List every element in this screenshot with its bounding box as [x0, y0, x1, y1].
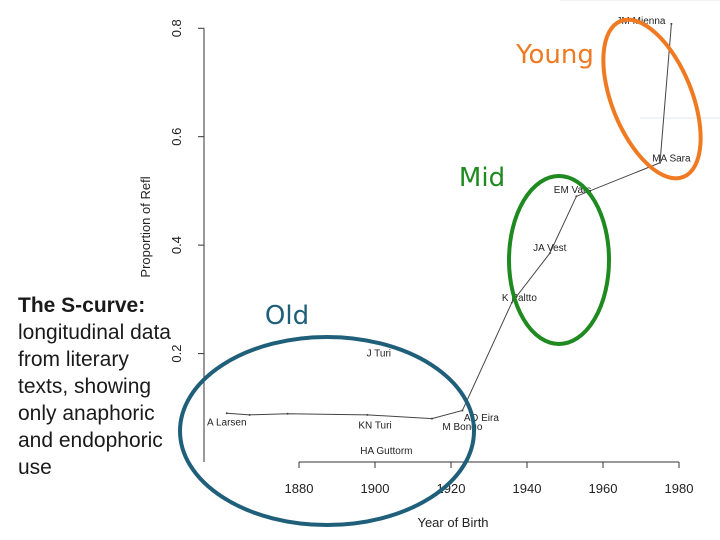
y-axis-title: Proportion of Refl	[138, 176, 153, 277]
data-point	[548, 252, 551, 255]
caption-body: longitudinal data from literary texts, s…	[18, 321, 171, 479]
old-group-ellipse	[178, 335, 476, 527]
young-group-ellipse	[601, 17, 703, 181]
y-tick-label: 0.2	[169, 345, 184, 363]
point-label: K Paltto	[502, 293, 537, 304]
mid-group-label: Mid	[459, 163, 505, 193]
data-point	[225, 412, 228, 415]
data-point	[461, 409, 464, 412]
x-tick-label: 1900	[361, 481, 390, 496]
y-ticks: 0.2 0.4 0.6 0.8	[169, 19, 204, 363]
x-ticks: 1880 1900 1920 1940 1960 1980	[285, 462, 694, 496]
s-curve-chart: 0.2 0.4 0.6 0.8 1880 1900 1920 1940 1960 1980 A …	[138, 16, 693, 530]
data-point	[431, 417, 433, 420]
y-tick-label: 0.8	[169, 19, 184, 37]
mid-group-ellipse	[507, 174, 611, 346]
series-layer	[225, 22, 673, 420]
x-tick-label: 1920	[437, 481, 466, 496]
slide-caption: The S-curve: longitudinal data from lite…	[18, 292, 178, 481]
y-tick-label: 0.6	[169, 128, 184, 146]
data-point	[670, 22, 673, 25]
point-label: KN Turi	[358, 420, 391, 431]
x-tick-label: 1980	[665, 481, 694, 496]
data-point	[248, 413, 251, 416]
data-point	[575, 195, 578, 198]
old-group-label: Old	[265, 301, 309, 331]
data-point	[286, 412, 289, 415]
point-label: A Larsen	[207, 418, 246, 429]
young-group-label: Young	[515, 40, 594, 70]
point-label: MA Sara	[652, 154, 691, 165]
data-point	[366, 413, 369, 416]
data-point	[659, 161, 661, 164]
x-tick-label: 1880	[285, 481, 314, 496]
point-labels: A Larsen J Turi KN Turi HA Guttorm AO EiraM …	[207, 16, 691, 457]
caption-heading: The S-curve:	[18, 294, 146, 317]
point-label: HA Guttorm	[360, 446, 412, 457]
point-label: EM Vars	[554, 185, 592, 196]
point-label: J Turi	[367, 348, 391, 359]
x-tick-label: 1940	[513, 481, 542, 496]
point-label: JA Vest	[533, 243, 567, 254]
x-tick-label: 1960	[589, 481, 618, 496]
y-tick-label: 0.4	[169, 236, 184, 254]
data-point	[510, 301, 513, 304]
x-axis-title: Year of Birth	[417, 515, 488, 530]
point-label: AO Eira	[464, 413, 499, 424]
point-label: M Bongo	[442, 422, 482, 433]
